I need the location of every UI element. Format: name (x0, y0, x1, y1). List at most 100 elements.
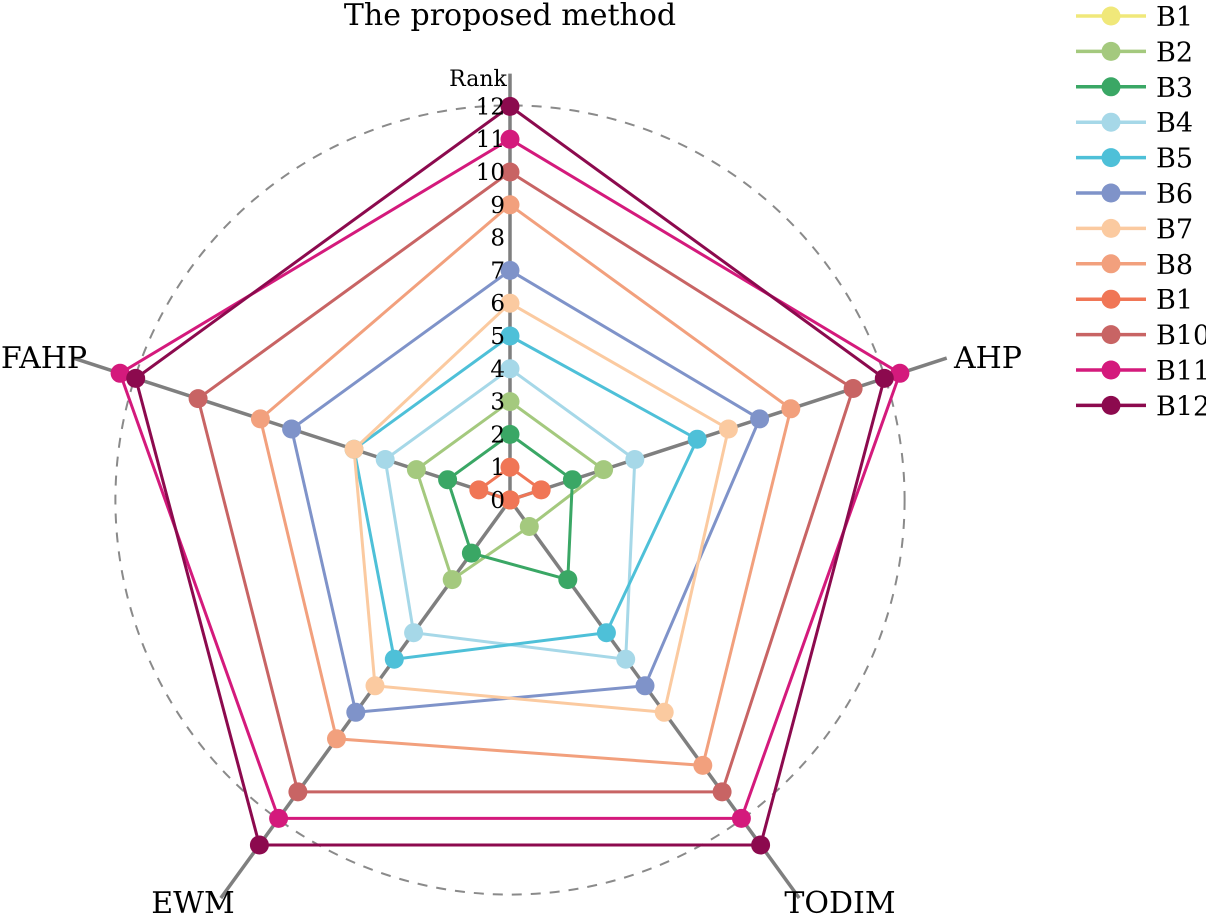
series-point-7-0 (500, 195, 520, 215)
radial-axis-label: Rank (449, 67, 507, 92)
legend-marker-2 (1101, 77, 1121, 97)
series-point-10-1 (890, 363, 910, 383)
series-point-11-4 (126, 368, 146, 388)
legend-marker-8 (1101, 289, 1121, 309)
series-point-2-0 (500, 424, 520, 444)
series-point-11-2 (751, 835, 771, 855)
series-point-4-2 (596, 623, 616, 643)
series-line-2 (445, 432, 574, 582)
radial-tick-label: 4 (490, 357, 505, 383)
axis-label-fahp: FAHP (1, 341, 87, 376)
axis-label-todim: TODIM (784, 886, 895, 916)
series-point-11-0 (500, 96, 520, 116)
legend-marker-4 (1101, 148, 1121, 168)
legend-label-5: B6 (1156, 179, 1193, 210)
series-point-7-2 (693, 755, 713, 775)
legend-label-9: B10 (1156, 321, 1206, 352)
series-point-8-1 (531, 480, 551, 500)
series-line-5 (289, 268, 762, 714)
series-point-5-0 (500, 260, 520, 280)
series-point-9-1 (843, 379, 863, 398)
axis-spoke-2 (508, 498, 801, 900)
label-layer: Rank The proposed method AHP TODIM EWM F… (1, 0, 1022, 916)
series-point-2-3 (461, 543, 481, 563)
series-point-11-1 (874, 368, 894, 388)
legend-marker-7 (1101, 254, 1121, 274)
series-line-6 (352, 301, 731, 714)
series-point-9-2 (712, 782, 732, 802)
series-point-3-3 (404, 623, 424, 643)
legend-marker-1 (1101, 41, 1121, 61)
series-point-8-3 (500, 490, 520, 510)
series-point-1-3 (442, 570, 462, 590)
series-point-3-0 (500, 359, 520, 379)
legend-label-6: B7 (1156, 214, 1193, 245)
axis-label-proposed-method: The proposed method (344, 0, 676, 33)
axis-label-ewm: EWM (151, 886, 234, 916)
radial-tick-label: 6 (490, 291, 505, 317)
series-line-4 (352, 334, 700, 661)
radial-tick-label: 7 (490, 258, 505, 284)
series-point-7-3 (327, 729, 346, 749)
legend-label-7: B8 (1156, 250, 1193, 281)
series-point-5-2 (635, 676, 655, 696)
series-point-2-1 (562, 470, 582, 490)
series-point-1-0 (500, 392, 520, 412)
legend-marker-11 (1101, 395, 1121, 415)
series-point-5-1 (750, 409, 770, 429)
legend-label-2: B3 (1156, 73, 1193, 104)
series-point-2-4 (438, 470, 458, 490)
series-point-4-1 (687, 429, 707, 449)
series-point-10-4 (110, 363, 130, 383)
series-layer (110, 96, 910, 855)
series-point-3-1 (625, 450, 645, 469)
series-point-1-2 (519, 517, 539, 536)
series-line-9 (196, 170, 855, 794)
radial-tick-label: 3 (490, 390, 505, 416)
series-point-6-3 (365, 676, 385, 696)
outer-dashed-circle (114, 104, 906, 896)
series-line-7 (258, 202, 793, 767)
series-point-4-3 (384, 649, 404, 669)
legend: B1 B2 B3 B4 B5 B6 B7 B8 B1 B10 B11 B12 (1076, 2, 1206, 422)
legend-label-8: B1 (1156, 285, 1193, 316)
series-point-5-3 (346, 702, 366, 722)
series-point-4-0 (500, 326, 520, 346)
series-point-10-0 (500, 129, 520, 149)
legend-marker-0 (1101, 6, 1121, 26)
radial-tick-label: 8 (490, 226, 505, 252)
series-point-7-4 (250, 409, 270, 429)
series-point-9-3 (288, 782, 308, 802)
legend-label-11: B12 (1156, 391, 1206, 422)
series-line-1 (414, 399, 607, 582)
legend-marker-10 (1101, 360, 1121, 380)
legend-label-1: B2 (1156, 37, 1193, 68)
radial-tick-label: 9 (490, 193, 505, 219)
series-point-8-0 (500, 457, 520, 477)
radial-tick-label: 10 (476, 160, 505, 186)
radial-tick-label: 11 (476, 127, 505, 153)
legend-marker-6 (1101, 218, 1121, 238)
series-point-6-2 (654, 702, 674, 722)
series-point-1-4 (406, 460, 426, 480)
series-line-11 (133, 104, 887, 847)
legend-label-10: B11 (1156, 356, 1206, 387)
series-line-3 (383, 366, 637, 661)
legend-marker-3 (1101, 112, 1121, 132)
series-point-1-1 (594, 460, 614, 480)
series-point-6-0 (500, 293, 520, 313)
series-point-5-4 (282, 419, 302, 439)
legend-label-3: B4 (1156, 108, 1193, 139)
series-point-3-4 (375, 450, 395, 469)
series-point-6-1 (718, 419, 738, 439)
series-point-11-3 (249, 835, 269, 855)
series-point-8-4 (469, 480, 489, 500)
series-point-2-2 (558, 570, 578, 590)
radial-tick-label: 1 (490, 455, 505, 481)
series-point-7-1 (781, 399, 801, 419)
legend-marker-5 (1101, 183, 1121, 203)
radial-tick-label: 0 (490, 488, 505, 514)
series-point-9-0 (500, 162, 520, 182)
